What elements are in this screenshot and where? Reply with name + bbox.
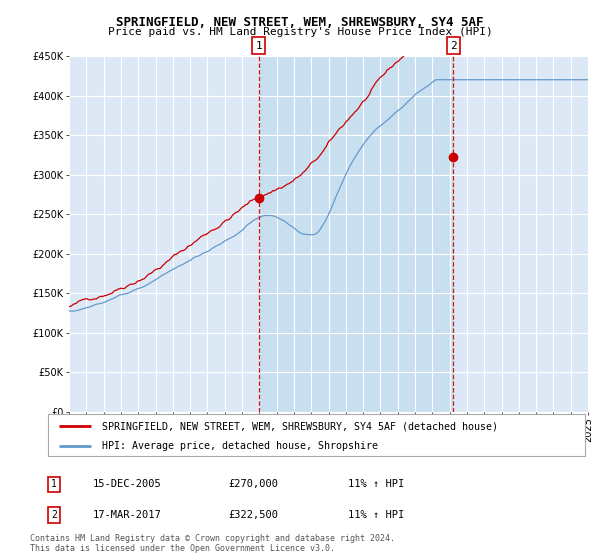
Text: HPI: Average price, detached house, Shropshire: HPI: Average price, detached house, Shro… [102,441,378,451]
Text: Price paid vs. HM Land Registry's House Price Index (HPI): Price paid vs. HM Land Registry's House … [107,27,493,37]
Text: SPRINGFIELD, NEW STREET, WEM, SHREWSBURY, SY4 5AF (detached house): SPRINGFIELD, NEW STREET, WEM, SHREWSBURY… [102,421,498,431]
Text: 2: 2 [450,41,457,50]
Text: £270,000: £270,000 [228,479,278,489]
Bar [259,56,453,412]
Text: 11% ↑ HPI: 11% ↑ HPI [348,479,404,489]
Text: 15-DEC-2005: 15-DEC-2005 [93,479,162,489]
Text: SPRINGFIELD, NEW STREET, WEM, SHREWSBURY, SY4 5AF: SPRINGFIELD, NEW STREET, WEM, SHREWSBURY… [116,16,484,29]
Text: 2: 2 [51,510,57,520]
Text: 17-MAR-2017: 17-MAR-2017 [93,510,162,520]
Text: 11% ↑ HPI: 11% ↑ HPI [348,510,404,520]
Text: 1: 1 [255,41,262,50]
Text: £322,500: £322,500 [228,510,278,520]
Text: Contains HM Land Registry data © Crown copyright and database right 2024.
This d: Contains HM Land Registry data © Crown c… [30,534,395,553]
Text: 1: 1 [51,479,57,489]
